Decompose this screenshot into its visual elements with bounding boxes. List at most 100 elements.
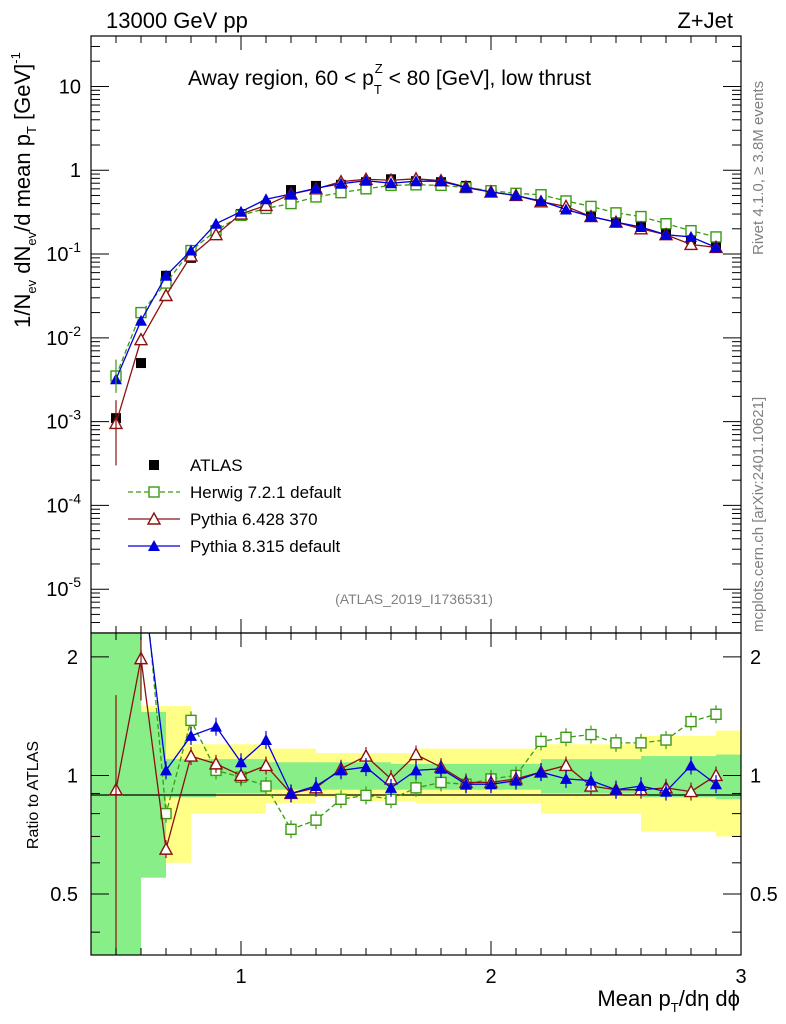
- ratio-point: [410, 782, 422, 794]
- ratio-point: [710, 708, 722, 720]
- data-point: [260, 193, 272, 205]
- data-point: [335, 177, 347, 189]
- ratio-point: [435, 776, 447, 789]
- ratio-point: [660, 785, 672, 797]
- data-point: [535, 194, 547, 206]
- ratio-point: [683, 784, 699, 798]
- ratio-point: [408, 747, 424, 761]
- ratio-point: [185, 714, 197, 727]
- series-line: [115, 178, 717, 424]
- ratio-point: [208, 756, 224, 770]
- x-tick-label: 1: [235, 966, 246, 988]
- legend-marker: [146, 511, 162, 525]
- main-plot: 10-5 10-4 10-3 10-2 10-1 1 10: [46, 35, 742, 634]
- legend: ATLAS Herwig 7.2.1 default Pythia 6.428 37…: [128, 456, 341, 556]
- ratio-point: [410, 764, 422, 776]
- data-point: [683, 237, 699, 251]
- ratio-point: [610, 783, 622, 795]
- data-point: [610, 216, 622, 228]
- data-point: [160, 269, 172, 281]
- ratio-point: [535, 735, 547, 748]
- ratio-tick-label-left: 1: [67, 765, 78, 787]
- ratio-point: [185, 729, 197, 741]
- y-tick-label: 10-5: [46, 574, 81, 601]
- ratio-tick-label-right: 0.5: [750, 884, 778, 906]
- data-point: [158, 288, 174, 302]
- data-point: [136, 358, 146, 369]
- data-point: [310, 182, 322, 194]
- data-point: [185, 244, 197, 256]
- ratio-point: [285, 787, 297, 799]
- ratio-point: [360, 761, 372, 773]
- ratio-point: [160, 764, 172, 776]
- ratio-point: [460, 778, 472, 790]
- y-tick-label: 1: [70, 160, 81, 182]
- ratio-point: [385, 781, 397, 793]
- ratio-point: [535, 766, 547, 778]
- ratio-point: [285, 823, 297, 835]
- ratio-point: [560, 731, 572, 743]
- ratio-point: [258, 758, 274, 772]
- header-energy: 13000 GeV pp: [106, 8, 248, 33]
- series-line: [115, 184, 717, 377]
- data-point: [660, 218, 672, 230]
- data-point: [410, 175, 422, 187]
- data-point: [285, 188, 297, 200]
- ratio-point: [485, 778, 497, 790]
- ratio-point: [685, 715, 697, 728]
- watermark: (ATLAS_2019_I1736531): [335, 591, 493, 607]
- data-point: [635, 221, 647, 233]
- side-label-rivet: Rivet 4.1.0, ≥ 3.8M events: [750, 81, 767, 255]
- x-tick-label: 2: [485, 966, 496, 988]
- ratio-tick-label-right: 2: [750, 647, 761, 669]
- legend-label: Pythia 8.315 default: [190, 537, 341, 556]
- ratio-point: [560, 772, 572, 784]
- data-point: [585, 210, 597, 222]
- data-point: [258, 197, 274, 212]
- data-point: [235, 205, 247, 217]
- ratio-plot: 1 2 3 0.5 0.5 1 1 2 2: [50, 632, 778, 988]
- ratio-point: [335, 793, 347, 805]
- data-point: [133, 332, 149, 346]
- ratio-point: [510, 774, 522, 786]
- data-point: [560, 203, 572, 215]
- ratio-point: [635, 737, 647, 749]
- data-point: [485, 185, 497, 197]
- ratio-point: [335, 764, 347, 776]
- data-point: [360, 174, 372, 186]
- header-process: Z+Jet: [677, 8, 733, 33]
- side-label-mcplots: mcplots.cern.ch [arXiv:2401.10621]: [750, 397, 767, 632]
- ratio-point: [310, 780, 322, 792]
- uncertainty-band-inner: [166, 759, 216, 798]
- legend-marker: [148, 540, 160, 551]
- x-axis-label: Mean pT/dη dϕ: [597, 986, 740, 1015]
- data-point: [635, 210, 647, 223]
- y-tick-label: 10-4: [46, 490, 81, 517]
- data-point: [685, 230, 697, 242]
- ratio-point: [585, 728, 597, 741]
- y-axis-label: 1/Nev dNev/d mean pT [GeV]-1: [8, 52, 39, 328]
- x-tick-label: 3: [735, 966, 746, 988]
- ratio-point: [235, 756, 247, 768]
- y-tick-label: 10: [59, 76, 81, 98]
- ratio-point: [233, 767, 249, 782]
- y-tick-label: 10-3: [46, 407, 81, 434]
- main-plot-frame: [90, 35, 742, 634]
- ratio-point: [635, 780, 647, 792]
- data-point: [435, 175, 447, 187]
- ratio-point: [260, 780, 272, 792]
- data-point: [660, 228, 672, 240]
- y-tick-label: 10-1: [46, 239, 81, 266]
- data-point: [210, 217, 222, 229]
- data-point: [385, 177, 397, 189]
- legend-label: Pythia 6.428 370: [190, 510, 318, 529]
- ratio-point: [610, 737, 622, 749]
- ratio-point: [685, 759, 697, 771]
- ratio-point: [660, 734, 672, 746]
- ratio-tick-label-right: 1: [750, 765, 761, 787]
- legend-marker: [149, 460, 159, 470]
- ratio-point: [210, 720, 222, 732]
- chart-title: Away region, 60 < pTZ < 80 [GeV], low th…: [188, 61, 591, 97]
- ratio-point: [160, 807, 172, 820]
